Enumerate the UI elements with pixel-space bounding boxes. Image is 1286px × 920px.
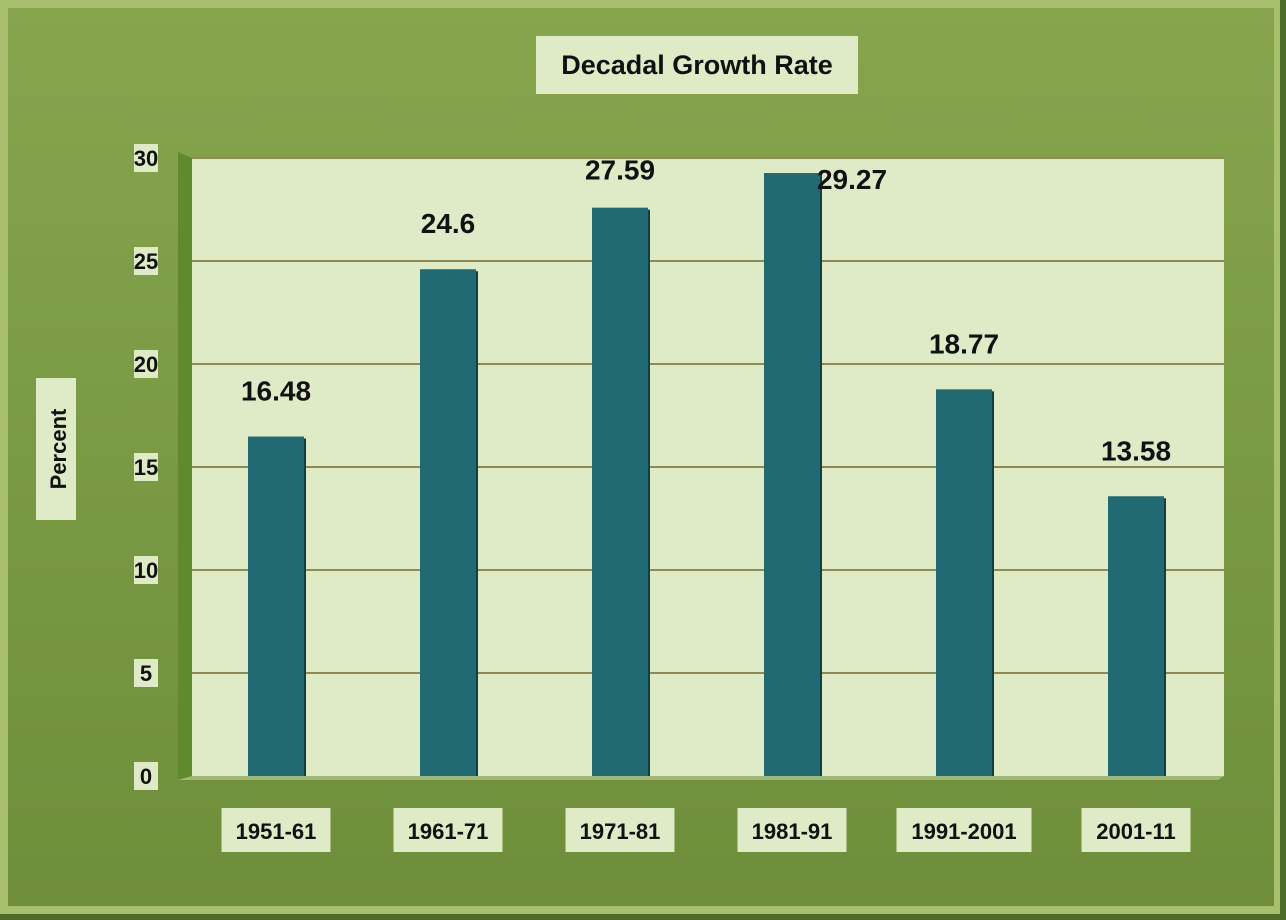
data-label: 18.77 [929,328,999,359]
data-label: 27.59 [585,155,655,186]
y-axis-label-box [36,378,76,520]
y-tick-label-bg [134,762,158,790]
y-tick-label: 10 [134,558,158,583]
bars [248,173,1166,777]
x-tick-label-bg [565,808,675,852]
x-tick-label: 1971-81 [580,819,661,844]
bar [592,207,648,776]
x-tick-label: 1991-2001 [911,819,1016,844]
x-tick-label-bg [393,808,503,852]
chart-title: Decadal Growth Rate [561,50,833,80]
bar [764,173,820,777]
bar [1108,496,1164,776]
x-axis-ticks: 1951-61 1961-71 1971-81 1981-91 1991-2001 200… [221,808,1191,852]
data-label: 16.48 [241,376,311,407]
y-tick-label-bg [134,556,158,584]
data-labels: 16.48 24.6 27.59 29.27 18.77 13.58 [241,155,1171,467]
plot-left-wall [178,152,192,780]
y-tick-label-bg [134,144,158,172]
y-tick-label: 5 [140,661,152,686]
x-tick-label-bg [737,808,847,852]
y-tick-label: 20 [134,352,158,377]
bar [420,269,476,776]
x-tick-label: 1961-71 [408,819,489,844]
y-tick-label-bg [134,247,158,275]
x-tick-label: 1981-91 [752,819,833,844]
x-tick-label-bg [896,808,1032,852]
chart-title-box [536,36,858,94]
bar [248,436,304,776]
y-tick-label: 30 [134,146,158,171]
x-tick-label-bg [1081,808,1191,852]
y-tick-label-bg [134,453,158,481]
y-axis-ticks: 0 5 10 15 20 25 30 [134,144,158,790]
x-tick-label: 2001-11 [1096,819,1176,844]
gridlines [192,157,1224,674]
bar [936,389,992,776]
x-tick-label: 1951-61 [236,819,317,844]
y-axis-label: Percent [46,408,71,489]
y-tick-label: 25 [134,249,158,274]
x-tick-label-bg [221,808,331,852]
y-tick-label-bg [134,350,158,378]
data-label: 13.58 [1101,435,1171,466]
data-label: 24.6 [421,208,476,239]
y-tick-label: 15 [134,455,158,480]
y-tick-label-bg [134,659,158,687]
y-tick-label: 0 [140,764,152,789]
plot-floor [178,776,1224,780]
data-label: 29.27 [817,164,887,195]
